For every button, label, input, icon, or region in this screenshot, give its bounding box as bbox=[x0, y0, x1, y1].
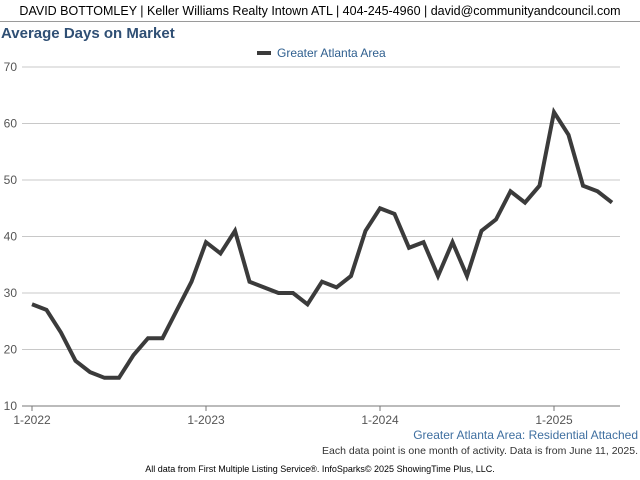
x-tick-label: 1-2024 bbox=[361, 413, 399, 427]
data-footnote: Each data point is one month of activity… bbox=[322, 445, 638, 457]
y-tick-label: 10 bbox=[4, 399, 18, 413]
legend-swatch bbox=[257, 51, 271, 55]
y-tick-label: 40 bbox=[4, 230, 18, 244]
x-tick-label: 1-2023 bbox=[187, 413, 225, 427]
chart-title: Average Days on Market bbox=[1, 25, 175, 42]
y-tick-label: 70 bbox=[4, 60, 18, 74]
agent-header: DAVID BOTTOMLEY | Keller Williams Realty… bbox=[0, 0, 640, 22]
y-tick-label: 50 bbox=[4, 173, 18, 187]
y-tick-label: 20 bbox=[4, 343, 18, 357]
chart-legend: Greater Atlanta Area bbox=[257, 45, 386, 61]
series-region-label: Greater Atlanta Area: Residential Attach… bbox=[413, 428, 638, 442]
y-tick-label: 60 bbox=[4, 117, 18, 131]
x-tick-label: 1-2025 bbox=[535, 413, 573, 427]
legend-label: Greater Atlanta Area bbox=[277, 46, 386, 60]
x-tick-label: 1-2022 bbox=[13, 413, 51, 427]
y-tick-label: 30 bbox=[4, 286, 18, 300]
series-line bbox=[31, 106, 614, 380]
data-credits: All data from First Multiple Listing Ser… bbox=[145, 464, 495, 474]
